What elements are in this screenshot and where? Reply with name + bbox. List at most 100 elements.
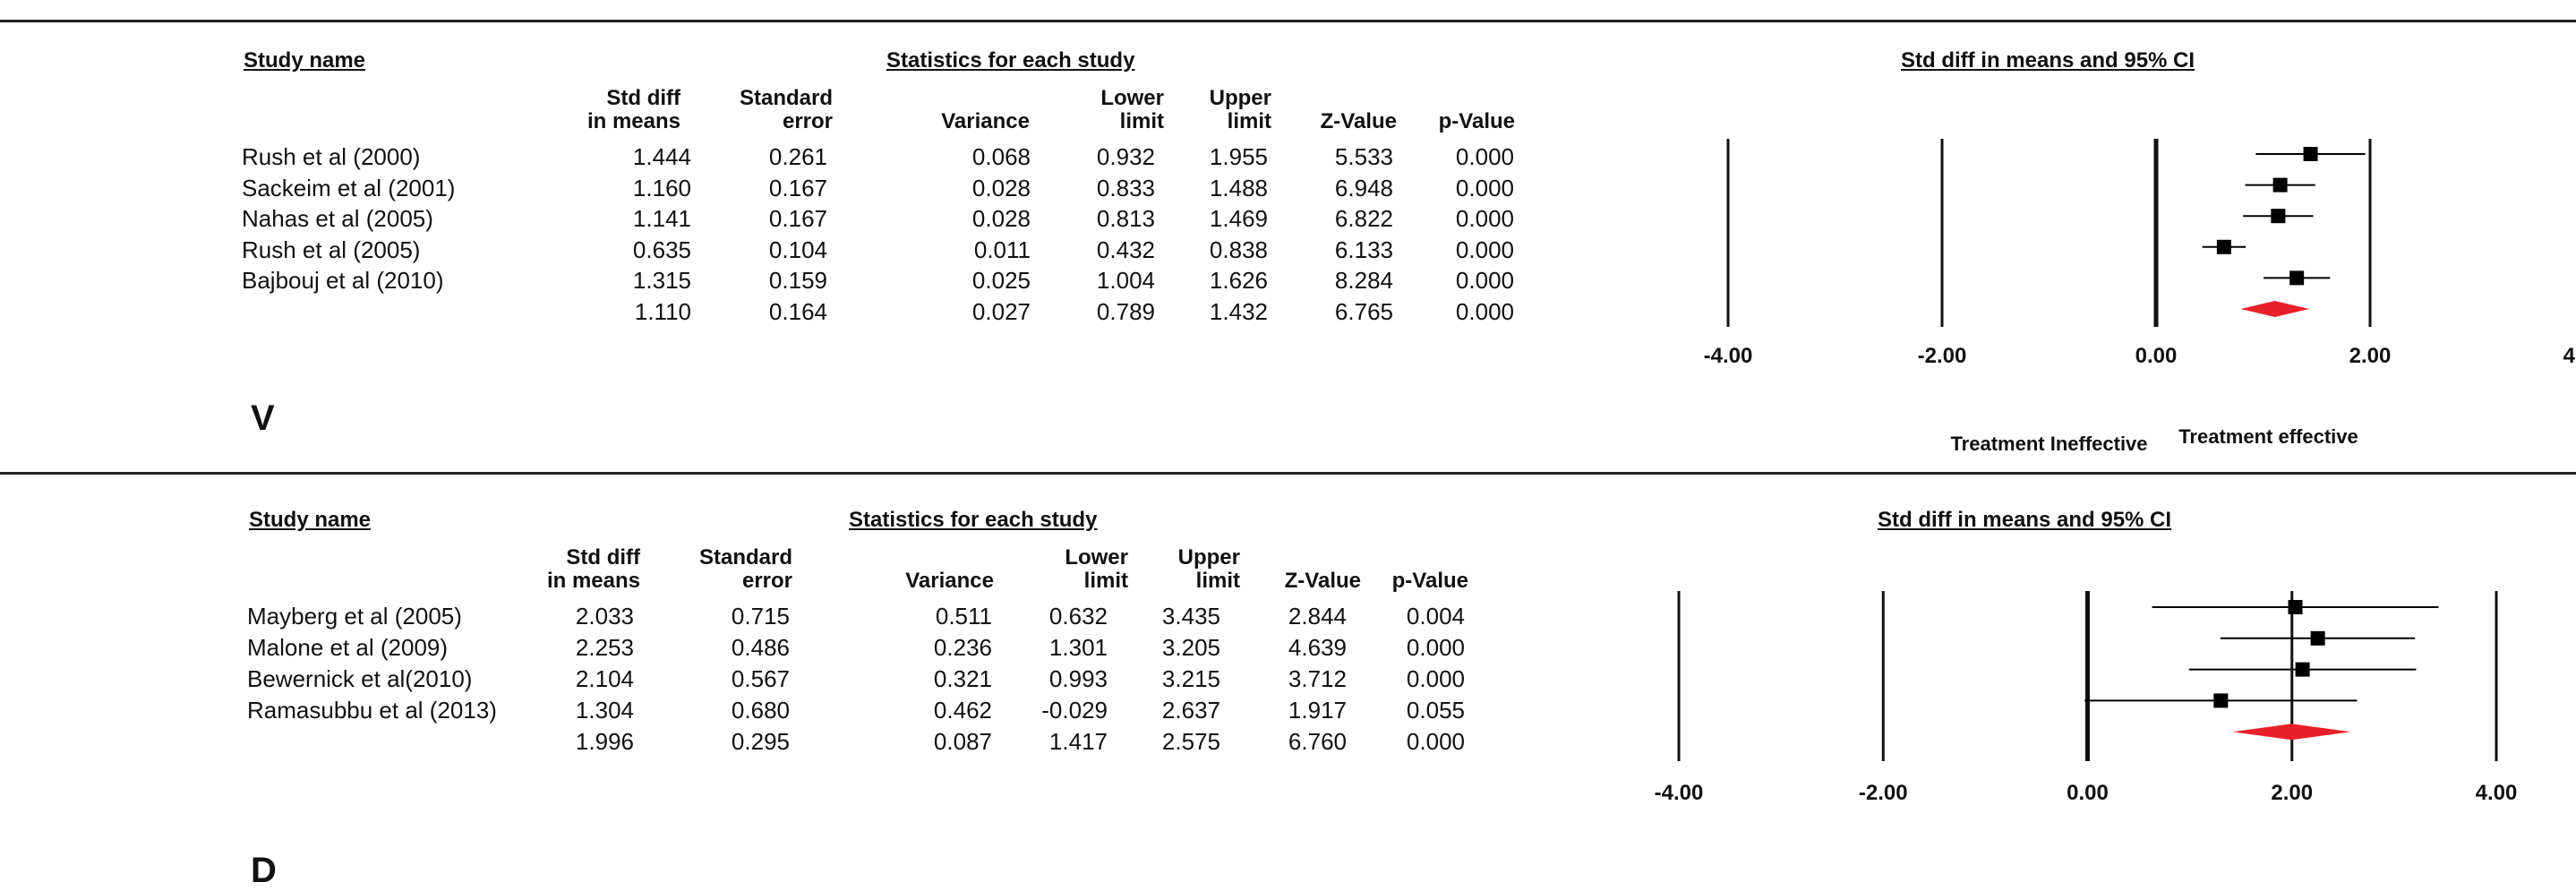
x-tick-label: -2.00 (1859, 781, 1908, 805)
lower-limit-cell: 0.993 (1048, 665, 1108, 692)
effect-marker (2271, 209, 2286, 224)
z-value-cell: 6.948 (1334, 174, 1393, 201)
effect-marker (2295, 662, 2310, 677)
study-name-cell: Nahas et al (2005) (242, 205, 433, 233)
upper-limit-cell: 3.215 (1161, 665, 1220, 692)
upper-limit-cell: 2.575 (1161, 728, 1220, 755)
upper-limit-cell: 1.488 (1209, 174, 1268, 201)
effect-marker (2216, 239, 2231, 254)
upper-limit-cell: 1.626 (1209, 267, 1268, 295)
upper-limit-cell: 1.469 (1209, 205, 1268, 233)
standard-error-cell: 0.159 (768, 267, 827, 295)
summary-diamond (2232, 724, 2351, 741)
std-diff-cell: 1.304 (575, 697, 634, 724)
standard-error-cell: 0.486 (731, 634, 790, 661)
std-diff-cell: 1.315 (632, 267, 691, 295)
study-name-cell: Rush et al (2000) (242, 143, 421, 170)
standard-error-cell: 0.104 (768, 236, 827, 263)
upper-limit-header: Upper limit (1177, 545, 1240, 593)
panel-v: Study name Statistics for each study Std… (242, 48, 2576, 456)
standard-error-cell: 0.295 (731, 728, 790, 755)
std-diff-cell: 0.635 (632, 236, 691, 263)
std-diff-header: Std diff in means (586, 86, 680, 133)
lower-limit-cell: 0.632 (1048, 603, 1108, 630)
forest-title: Std diff in means and 95% CI (1901, 48, 2195, 73)
p-value-cell: 0.000 (1455, 236, 1514, 263)
z-value-cell: 1.917 (1288, 697, 1347, 724)
std-diff-cell: 1.996 (575, 728, 634, 755)
lower-limit-header: Lower limit (1065, 545, 1128, 593)
study-name-cell: Sackeim et al (2001) (242, 174, 456, 201)
study-name-cell: Mayberg et al (2005) (247, 603, 462, 630)
lower-limit-cell: 0.813 (1096, 205, 1155, 233)
z-value-cell: 8.284 (1334, 267, 1393, 295)
lower-limit-cell: 1.417 (1048, 728, 1108, 755)
p-value-cell: 0.000 (1455, 205, 1514, 233)
x-tick-label: -4.00 (1704, 344, 1753, 368)
p-value-header: p-Value (1391, 569, 1468, 593)
upper-limit-cell: 2.637 (1161, 697, 1220, 724)
study-name-cell: Ramasubbu et al (2013) (247, 697, 497, 724)
z-value-header: Z-Value (1320, 109, 1397, 133)
lower-limit-cell: -0.029 (1041, 697, 1108, 724)
summary-diamond (2240, 301, 2310, 317)
upper-limit-cell: 1.432 (1209, 298, 1268, 325)
forest-plot-v: -4.00 -2.00 0.00 2.00 4.00 Treatment Ineffect… (1704, 139, 2576, 455)
upper-limit-header: Upper limit (1209, 86, 1271, 133)
std-diff-cell: 1.110 (634, 298, 691, 325)
std-diff-cell: 1.160 (632, 174, 691, 201)
p-value-cell: 0.000 (1455, 267, 1514, 295)
x-tick-label: -2.00 (1918, 344, 1967, 368)
p-value-cell: 0.000 (1406, 728, 1465, 755)
lower-limit-cell: 0.789 (1096, 298, 1155, 325)
variance-cell: 0.068 (971, 143, 1031, 170)
z-value-header: Z-Value (1284, 569, 1361, 593)
std-diff-cell: 1.444 (632, 143, 691, 170)
x-tick-label: -4.00 (1655, 781, 1704, 805)
p-value-cell: 0.000 (1455, 143, 1514, 170)
panel-d: Study name Statistics for each study Std… (0, 475, 2576, 891)
z-value-cell: 5.533 (1334, 143, 1393, 170)
z-value-cell: 6.822 (1334, 205, 1393, 233)
variance-cell: 0.027 (971, 298, 1031, 325)
effect-marker (2303, 147, 2318, 161)
statistics-group-header: Statistics for each study (849, 508, 1098, 532)
treatment-ineffective-label: Treatment Ineffective (1950, 433, 2147, 455)
lower-limit-header: Lower limit (1100, 86, 1164, 133)
standard-error-header: Standard error (739, 86, 833, 133)
standard-error-cell: 0.167 (768, 205, 827, 233)
upper-limit-cell: 3.435 (1161, 603, 1220, 630)
upper-limit-cell: 0.838 (1209, 236, 1268, 263)
standard-error-header: Standard error (698, 545, 792, 593)
z-value-cell: 6.765 (1334, 298, 1393, 325)
x-tick-label: 2.00 (2271, 781, 2313, 805)
p-value-cell: 0.000 (1406, 634, 1465, 661)
x-tick-label: 4.00 (2563, 344, 2576, 368)
std-diff-header: Std diff in means (546, 545, 640, 593)
p-value-cell: 0.000 (1406, 665, 1465, 692)
p-value-cell: 0.004 (1406, 603, 1465, 630)
study-name-cell: Malone et al (2009) (247, 634, 449, 661)
variance-cell: 0.511 (935, 603, 992, 630)
p-value-cell: 0.055 (1406, 697, 1465, 724)
standard-error-cell: 0.164 (768, 298, 827, 325)
lower-limit-cell: 0.833 (1096, 174, 1155, 201)
variance-cell: 0.462 (933, 697, 992, 724)
treatment-effective-label: Treatment effective (2178, 425, 2358, 448)
x-tick-label: 2.00 (2349, 344, 2392, 368)
z-value-cell: 3.712 (1288, 665, 1347, 692)
p-value-cell: 0.000 (1455, 298, 1514, 325)
lower-limit-cell: 1.004 (1096, 267, 1155, 295)
variance-header: Variance (905, 569, 994, 593)
std-diff-cell: 2.104 (575, 665, 634, 692)
variance-cell: 0.087 (933, 728, 992, 755)
standard-error-cell: 0.167 (768, 174, 827, 201)
standard-error-cell: 0.715 (731, 603, 790, 630)
study-name-cell: Rush et al (2005) (242, 236, 421, 263)
forest-plot-d: -4.00 -2.00 0.00 2.00 4.00 (1655, 591, 2517, 805)
effect-marker (2310, 630, 2325, 646)
x-tick-label: 0.00 (2135, 344, 2178, 368)
upper-limit-cell: 1.955 (1209, 143, 1268, 170)
effect-marker (2288, 600, 2303, 614)
effect-marker (2272, 177, 2288, 193)
